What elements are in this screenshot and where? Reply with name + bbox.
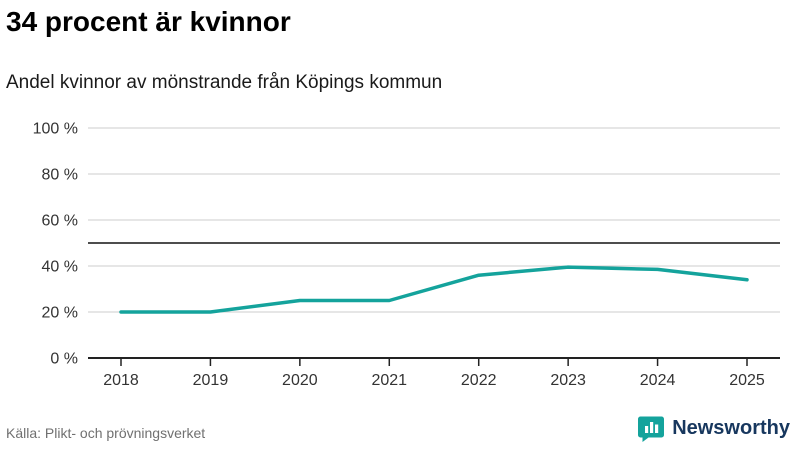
newsworthy-brand: Newsworthy	[638, 415, 790, 442]
newsworthy-wordmark: Newsworthy	[672, 417, 790, 439]
y-tick-label: 0 %	[50, 351, 78, 368]
x-tick-label: 2025	[729, 372, 765, 389]
y-tick-label: 80 %	[42, 167, 78, 184]
x-tick-label: 2020	[282, 372, 318, 389]
x-tick-label: 2023	[550, 372, 586, 389]
footer: Källa: Plikt- och prövningsverket Newswo…	[0, 410, 800, 444]
newsworthy-logo-icon	[638, 415, 665, 442]
x-tick-label: 2018	[103, 372, 139, 389]
y-tick-label: 60 %	[42, 213, 78, 230]
y-tick-label: 40 %	[42, 259, 78, 276]
x-tick-label: 2019	[193, 372, 229, 389]
x-tick-label: 2022	[461, 372, 497, 389]
page-title: 34 procent är kvinnor	[6, 6, 291, 37]
data-line	[119, 265, 749, 314]
x-tick-label: 2024	[640, 372, 676, 389]
x-tick-label: 2021	[371, 372, 407, 389]
y-tick-label: 20 %	[42, 305, 78, 322]
y-tick-label: 100 %	[33, 121, 78, 138]
source-note: Källa: Plikt- och prövningsverket	[6, 425, 206, 441]
line-chart: 2018 2019 2020 2021 2022 2023 2024 2025 0 % 20 % 4…	[0, 110, 800, 410]
chart-subtitle: Andel kvinnor av mönstrande från Köpings…	[6, 72, 443, 93]
